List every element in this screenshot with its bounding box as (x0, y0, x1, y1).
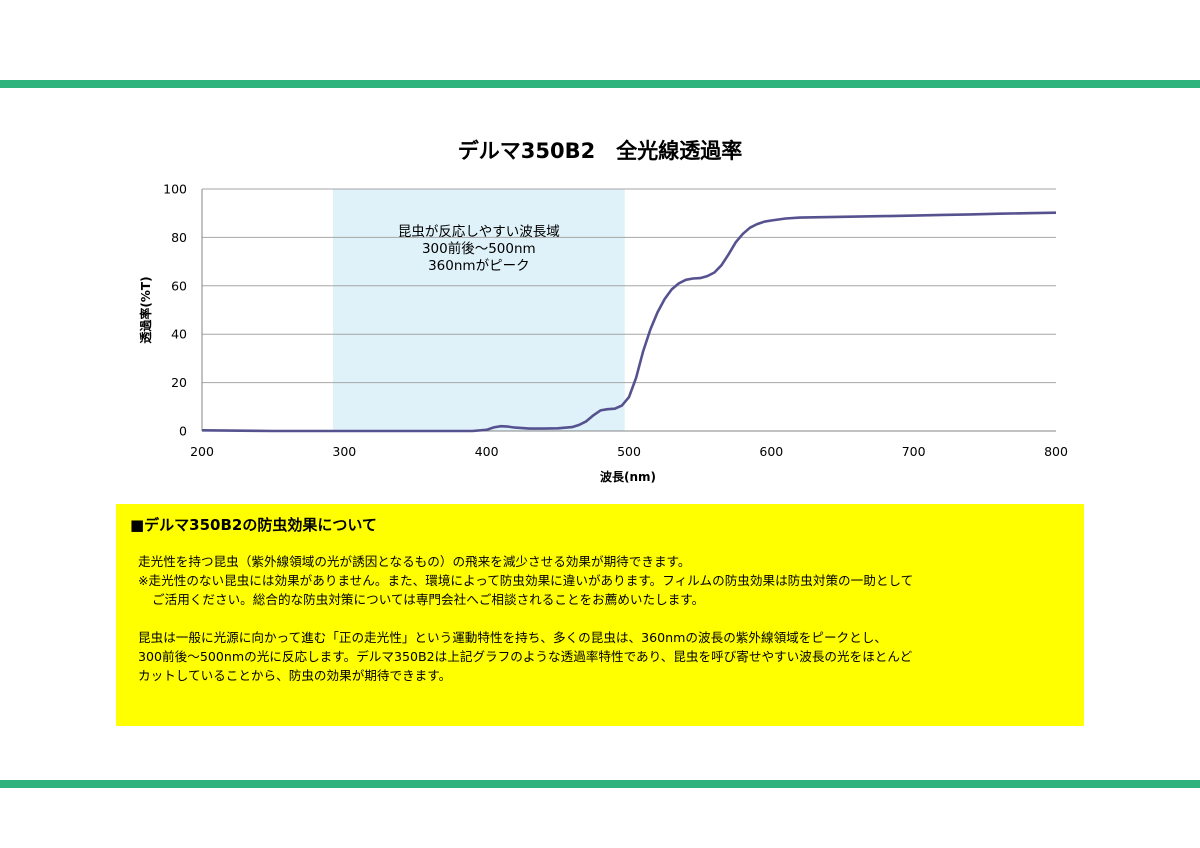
y-tick-label: 80 (171, 230, 187, 245)
bottom-rule (0, 780, 1200, 788)
x-tick-label: 800 (1044, 444, 1068, 459)
band-annotation: 300前後～500nm (422, 240, 536, 257)
info-line: 走光性を持つ昆虫（紫外線領域の光が誘因となるもの）の飛来を減少させる効果が期待で… (138, 554, 691, 569)
y-tick-label: 40 (171, 327, 187, 342)
info-box: ■デルマ350B2の防虫効果について 走光性を持つ昆虫（紫外線領域の光が誘因とな… (116, 504, 1084, 726)
y-tick-label: 0 (179, 424, 187, 439)
band-annotation: 360nmがピーク (428, 258, 529, 274)
x-tick-label: 700 (902, 444, 926, 459)
info-body: 走光性を持つ昆虫（紫外線領域の光が誘因となるもの）の飛来を減少させる効果が期待で… (138, 552, 1073, 685)
info-title: ■デルマ350B2の防虫効果について (130, 516, 377, 534)
info-line: 昆虫は一般に光源に向かって進む「正の走光性」という運動特性を持ち、多くの昆虫は、… (138, 630, 887, 645)
x-tick-label: 500 (617, 444, 641, 459)
y-tick-label: 20 (171, 375, 187, 390)
y-axis-title: 透過率(%T) (138, 276, 153, 343)
highlight-band (332, 189, 625, 431)
top-rule (0, 80, 1200, 88)
y-tick-label: 60 (171, 278, 187, 293)
y-tick-label: 100 (163, 182, 187, 197)
info-line: カットしていることから、防虫の効果が期待できます。 (138, 668, 452, 683)
chart-title: デルマ350B2 全光線透過率 (458, 139, 742, 163)
series-line (201, 211, 1057, 433)
x-tick-label: 400 (475, 444, 499, 459)
info-line: 300前後～500nmの光に反応します。デルマ350B2は上記グラフのような透過… (138, 649, 913, 664)
info-line: ※走光性のない昆虫には効果がありません。また、環境によって防虫効果に違いがありま… (138, 573, 914, 588)
x-tick-label: 600 (759, 444, 783, 459)
info-line: ご活用ください。総合的な防虫対策については専門会社へご相談されることをお薦めいた… (152, 592, 705, 607)
x-tick-label: 200 (190, 444, 214, 459)
transmittance-chart: 0 20 40 60 80 100 200 300 400 500 600 700 800 昆虫が反応しや… (138, 139, 1068, 484)
x-tick-label: 300 (332, 444, 356, 459)
band-annotation: 昆虫が反応しやすい波長域 (398, 224, 560, 240)
x-axis-title: 波長(nm) (600, 469, 656, 484)
